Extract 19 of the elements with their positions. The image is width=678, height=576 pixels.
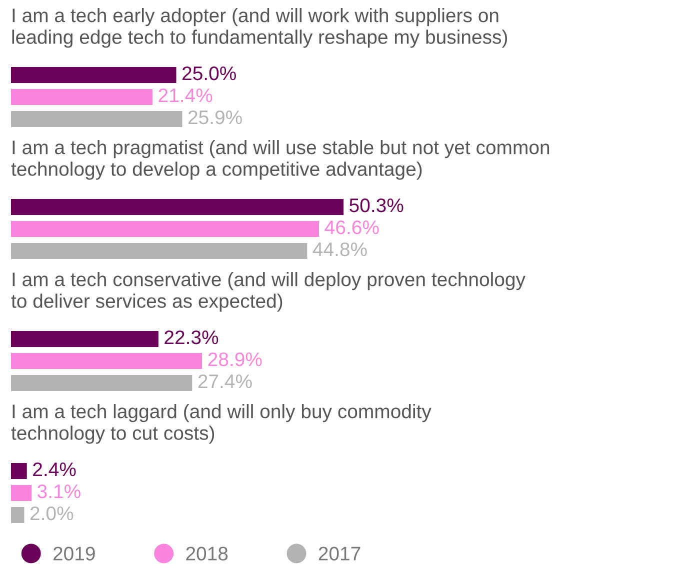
y-tick-label: I am a tech laggard (and will only buy commodity technology to cut costs) xyxy=(11,404,432,444)
legend-label: 2019 xyxy=(53,546,95,560)
y-tick-label: I am a tech early adopter (and will work with suppliers on leading edge tech to fundamentally reshape my business) xyxy=(12,8,508,48)
data-label: 28.9% xyxy=(208,352,262,366)
legend-label: 2017 xyxy=(318,546,360,560)
data-label: 21.4% xyxy=(158,88,212,102)
legend-label: 2018 xyxy=(186,546,228,560)
data-label: 3.1% xyxy=(38,484,80,498)
data-label: 25.9% xyxy=(188,110,242,124)
data-label: 2.0% xyxy=(30,506,74,520)
data-label: 22.3% xyxy=(164,330,218,344)
y-tick-label: I am a tech conservative (and will deploy proven technology to deliver services as expected) xyxy=(11,272,526,312)
data-label: 2.4% xyxy=(33,462,76,476)
data-label: 46.6% xyxy=(324,220,379,234)
data-label: 44.8% xyxy=(312,242,367,256)
y-tick-label: I am a tech pragmatist (and will use stable but not yet common technology to develop a competitive advantage) xyxy=(11,140,550,180)
data-label: 50.3% xyxy=(350,198,404,212)
data-label: 25.0% xyxy=(182,66,236,80)
data-label: 27.4% xyxy=(198,374,252,388)
